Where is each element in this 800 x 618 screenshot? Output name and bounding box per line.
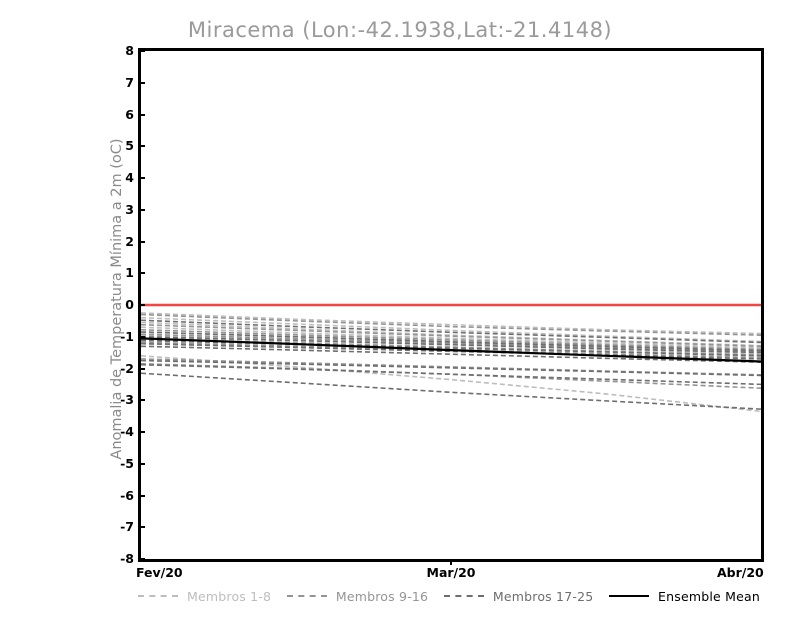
legend-label: Membros 17-25 (492, 588, 594, 604)
ensemble-mean-line (141, 337, 761, 363)
x-tick-label: Fev/20 (136, 565, 183, 580)
member-line (141, 363, 761, 386)
y-tick-label: -4 (120, 424, 134, 439)
y-tick-mark (138, 526, 145, 529)
legend-item[interactable]: Ensemble Mean (609, 589, 760, 604)
chart-legend: Membros 1-8 Membros 9-16 Membros 17-25 Ense… (138, 586, 764, 606)
legend-label: Ensemble Mean (658, 588, 760, 604)
y-tick-mark (138, 81, 145, 84)
member-line (141, 341, 761, 359)
legend-swatch-icon (443, 595, 484, 597)
legend-swatch-icon (609, 595, 650, 597)
y-tick-label: -3 (120, 392, 134, 408)
member-line (141, 312, 761, 335)
plot-lines (141, 303, 761, 413)
legend-label: Membros 9-16 (335, 588, 429, 604)
chart-title: Miracema (Lon:-42.1938,Lat:-21.4148) (187, 18, 613, 42)
legend-item[interactable]: Membros 9-16 (286, 588, 429, 604)
y-tick-mark (138, 558, 145, 560)
y-tick-label: 6 (125, 106, 134, 122)
legend-swatch-icon (138, 595, 178, 597)
member-line (141, 362, 761, 389)
member-line (141, 342, 761, 360)
member-line (141, 323, 761, 348)
y-tick-label: -7 (120, 519, 134, 535)
y-tick-label: 5 (125, 138, 134, 154)
member-line (141, 334, 761, 356)
member-line (141, 372, 761, 410)
y-tick-label: 0 (125, 297, 134, 312)
legend-label: Membros 1-8 (187, 588, 272, 604)
member-line (141, 335, 761, 354)
member-line (141, 333, 761, 353)
x-tick-label: Mar/20 (426, 565, 476, 580)
member-line (141, 358, 761, 376)
y-tick-label: 3 (125, 201, 134, 217)
y-tick-label: 8 (125, 43, 134, 58)
x-tick-label: Abr/20 (717, 565, 764, 580)
y-tick-mark (138, 494, 145, 497)
legend-swatch-icon (286, 595, 327, 597)
member-line (141, 345, 761, 363)
y-tick-label: -1 (120, 328, 134, 344)
member-line (141, 359, 761, 377)
legend-item[interactable]: Membros 17-25 (443, 588, 594, 604)
member-line (141, 339, 761, 357)
y-tick-label: 4 (125, 170, 134, 185)
y-tick-label: -6 (120, 487, 134, 503)
member-line (141, 326, 761, 349)
y-tick-mark (138, 177, 145, 179)
member-line (141, 328, 761, 351)
member-line (141, 319, 761, 344)
legend-item[interactable]: Membros 1-8 (138, 589, 271, 604)
member-line (141, 313, 761, 336)
y-tick-label: -5 (120, 455, 134, 471)
y-tick-mark (138, 462, 145, 465)
y-tick-mark (138, 399, 145, 402)
y-tick-label: 1 (125, 265, 134, 281)
y-tick-mark (138, 367, 145, 370)
y-tick-mark (138, 431, 145, 433)
y-tick-mark (138, 335, 145, 338)
y-tick-mark (138, 208, 145, 211)
y-tick-label: -2 (120, 360, 134, 376)
y-tick-label: -8 (120, 551, 134, 566)
member-line (141, 316, 761, 343)
y-tick-mark (138, 145, 145, 148)
member-line (141, 331, 761, 352)
x-tick-mark (450, 559, 452, 565)
y-tick-mark (138, 113, 145, 116)
y-tick-mark (138, 272, 145, 275)
y-tick-mark (138, 50, 145, 52)
member-line (141, 355, 761, 413)
y-tick-mark (138, 304, 145, 306)
y-tick-label: 2 (125, 233, 134, 249)
y-axis-tick-labels: 8 7 6 5 4 3 2 1 0 -1 -2 -3 -4 -5 -6 -7 -8 (96, 0, 134, 618)
y-tick-label: 7 (125, 74, 134, 90)
y-tick-mark (138, 240, 145, 243)
